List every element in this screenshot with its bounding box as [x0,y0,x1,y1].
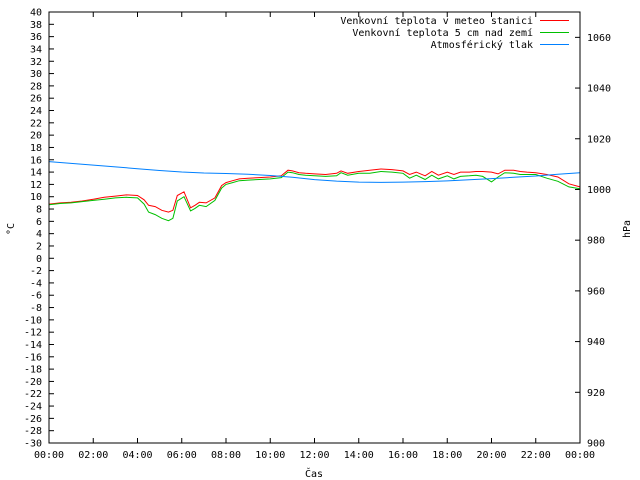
series-lines [48,161,581,222]
y-tick-label: -24 [24,402,42,413]
y2-tick-label: 1000 [587,185,611,196]
y-tick-label: -8 [30,303,42,314]
y2-axis-label: hPa [622,220,633,238]
x-tick-label: 22:00 [521,450,551,461]
y2-tick-labels: 900 920 940 960 980 1000 1020 1040 1060 [587,33,611,450]
y2-tick-label: 940 [587,337,605,348]
x-tick-label: 04:00 [122,450,152,461]
y-tick-label: -16 [24,352,42,363]
y2-tick-label: 1060 [587,33,611,44]
y-tick-label: 24 [30,106,42,117]
x-tick-label: 08:00 [211,450,241,461]
x-tick-label: 14:00 [344,450,374,461]
plot-frame [48,11,581,444]
y-tick-label: 8 [36,205,42,216]
y-tick-label: 22 [30,118,42,129]
y-tick-label: 18 [30,143,42,154]
series-line-0 [48,168,581,213]
x-tick-label: 06:00 [167,450,197,461]
y2-tick-label: 900 [587,439,605,450]
y-tick-label: -4 [30,278,42,289]
y2-tick-label: 1020 [587,134,611,145]
x-tick-label: 00:00 [565,450,595,461]
y-tick-label: 40 [30,8,42,19]
y-tick-label: 10 [30,192,42,203]
tick-marks [48,11,581,444]
y-tick-label: 32 [30,57,42,68]
y-tick-label: 38 [30,20,42,31]
x-tick-label: 02:00 [78,450,108,461]
y-tick-label: -20 [24,377,42,388]
y-tick-label: 2 [36,241,42,252]
y-tick-label: 20 [30,131,42,142]
y2-tick-label: 960 [587,286,605,297]
y-tick-label: -26 [24,414,42,425]
y-tick-label: -18 [24,365,42,376]
x-tick-label: 12:00 [299,450,329,461]
legend-label: Venkovní teplota 5 cm nad zemí [352,27,533,39]
y-tick-label: -28 [24,426,42,437]
y2-tick-label: 1040 [587,84,611,95]
x-tick-labels: 00:00 02:00 04:00 06:00 08:00 10:00 12:00 14:00… [34,450,595,461]
y-tick-label: 14 [30,168,42,179]
y-tick-label: -30 [24,439,42,450]
y-tick-label: -12 [24,328,42,339]
y-tick-label: 30 [30,69,42,80]
y-tick-label: -2 [30,266,42,277]
x-tick-label: 20:00 [476,450,506,461]
y-tick-label: -22 [24,389,42,400]
y-tick-label: 26 [30,94,42,105]
y-tick-label: 4 [36,229,42,240]
y2-tick-label: 920 [587,388,605,399]
legend: Venkovní teplota v meteo staniciVenkovní… [340,15,569,51]
y-tick-label: 0 [36,254,42,265]
y-tick-label: -14 [24,340,42,351]
y-tick-labels: -30-28-26-24-22-20-18-16-14-12-10-8-6-4-… [24,8,42,450]
y-tick-label: 34 [30,44,42,55]
series-line-1 [48,170,581,222]
y-tick-label: 6 [36,217,42,228]
x-tick-label: 00:00 [34,450,64,461]
series-line-2 [48,161,581,183]
y-tick-label: 16 [30,155,42,166]
y-tick-label: 28 [30,81,42,92]
x-tick-label: 16:00 [388,450,418,461]
y-tick-label: 36 [30,32,42,43]
legend-label: Venkovní teplota v meteo stanici [340,15,533,27]
x-axis-label: Čas [305,467,323,480]
y-tick-label: 12 [30,180,42,191]
y-axis-label: °C [6,223,17,235]
y2-tick-label: 980 [587,236,605,247]
legend-label: Atmosférický tlak [431,39,533,51]
y-tick-label: -10 [24,315,42,326]
x-tick-label: 10:00 [255,450,285,461]
y-tick-label: -6 [30,291,42,302]
x-tick-label: 18:00 [432,450,462,461]
